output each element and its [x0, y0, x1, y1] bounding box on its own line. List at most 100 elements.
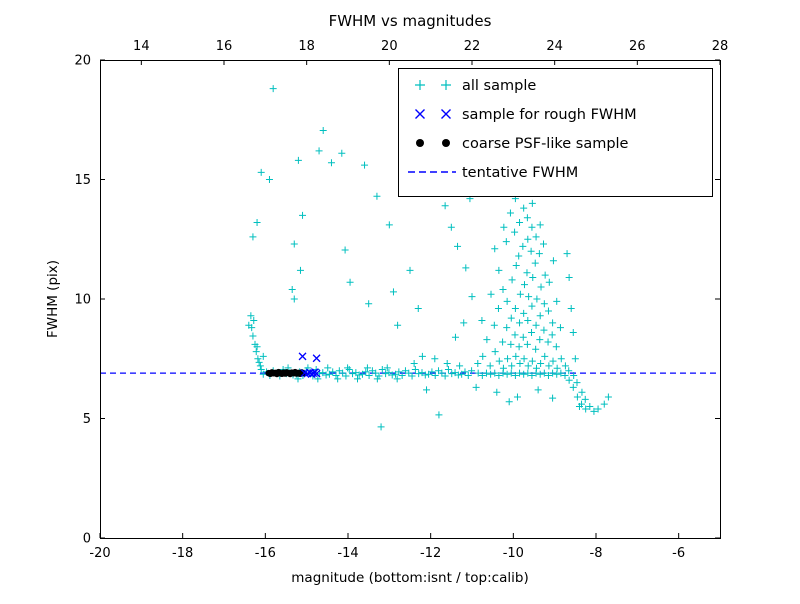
plus-marker — [516, 360, 524, 368]
plus-marker — [536, 370, 544, 378]
plus-marker — [253, 343, 261, 351]
legend: all sample sample for rough FWHM coarse … — [398, 68, 713, 197]
plus-marker — [536, 312, 544, 320]
plus-marker — [315, 147, 323, 155]
plus-marker — [503, 324, 511, 332]
plus-marker — [294, 156, 302, 164]
plus-marker — [565, 376, 573, 384]
plus-marker — [327, 159, 335, 167]
plus-marker — [290, 295, 298, 303]
plus-marker — [410, 360, 418, 368]
plus-marker — [523, 269, 531, 277]
plus-marker — [594, 405, 602, 413]
plus-marker — [332, 371, 340, 379]
plus-marker — [534, 386, 542, 394]
plus-marker — [557, 355, 565, 363]
plus-marker — [528, 302, 536, 310]
circle-marker — [416, 139, 424, 147]
plus-marker — [525, 293, 533, 301]
plus-marker — [575, 403, 583, 411]
plus-marker — [581, 395, 589, 403]
plus-marker — [520, 309, 528, 317]
plus-marker — [345, 366, 353, 374]
plus-marker — [454, 242, 462, 250]
plus-marker — [257, 168, 265, 176]
legend-box — [398, 68, 713, 197]
plus-marker — [441, 202, 449, 210]
plus-marker — [447, 223, 455, 231]
plus-marker — [314, 375, 322, 383]
plus-marker — [563, 250, 571, 258]
plus-marker — [252, 348, 260, 356]
circle-marker — [442, 139, 450, 147]
plus-marker — [491, 369, 499, 377]
legend-label-coarse-psf: coarse PSF-like sample — [462, 136, 629, 152]
plus-marker — [540, 369, 548, 377]
plus-marker — [499, 364, 507, 372]
plus-marker — [516, 369, 524, 377]
plus-marker — [537, 283, 545, 291]
x-marker — [298, 352, 307, 361]
plus-marker — [474, 369, 482, 377]
tick-label: -10 — [503, 546, 524, 561]
plus-marker — [553, 297, 561, 305]
plus-marker — [355, 371, 363, 379]
plus-marker — [288, 285, 296, 293]
legend-markers — [408, 80, 456, 173]
plus-marker — [540, 240, 548, 248]
plus-marker — [511, 305, 519, 313]
tick-label: -14 — [337, 546, 358, 561]
plus-marker — [472, 383, 480, 391]
plus-marker — [398, 371, 406, 379]
plus-marker — [415, 370, 423, 378]
plus-marker — [516, 290, 524, 298]
plus-marker — [443, 360, 451, 368]
tick-label: 20 — [74, 54, 91, 69]
plus-marker — [511, 228, 519, 236]
plus-marker — [253, 219, 261, 227]
plus-marker — [456, 362, 464, 370]
plus-marker — [393, 375, 401, 383]
plus-marker — [411, 366, 419, 374]
plus-marker — [499, 338, 507, 346]
plus-marker — [493, 388, 501, 396]
plus-marker — [528, 371, 536, 379]
plus-marker — [372, 369, 380, 377]
plus-marker — [444, 366, 452, 374]
plus-marker — [540, 300, 548, 308]
plus-marker — [535, 250, 543, 258]
plus-marker — [494, 305, 502, 313]
x-marker — [312, 354, 321, 363]
plus-marker — [341, 246, 349, 254]
plus-marker — [365, 300, 373, 308]
plus-marker — [394, 321, 402, 329]
plus-marker — [490, 321, 498, 329]
legend-label-rough-fwhm: sample for rough FWHM — [462, 107, 637, 123]
tick-label: 24 — [546, 39, 563, 54]
plus-marker — [544, 338, 552, 346]
plus-marker — [421, 371, 429, 379]
plus-marker — [520, 204, 528, 212]
plus-marker — [329, 368, 337, 376]
plus-marker — [508, 276, 516, 284]
plus-marker — [511, 331, 519, 339]
plus-marker — [395, 368, 403, 376]
plus-marker — [571, 355, 579, 363]
plus-marker — [363, 364, 371, 372]
plus-marker — [423, 386, 431, 394]
plus-marker — [377, 423, 385, 431]
plus-marker — [362, 368, 370, 376]
plus-marker — [495, 371, 503, 379]
plus-marker — [507, 340, 515, 348]
tick-label: 14 — [133, 39, 150, 54]
plus-marker — [523, 340, 531, 348]
plus-marker — [454, 371, 462, 379]
x-marker — [312, 369, 321, 378]
tick-label: 16 — [216, 39, 233, 54]
plus-marker — [486, 362, 494, 370]
plus-marker — [528, 223, 536, 231]
plus-marker — [491, 348, 499, 356]
plus-marker — [418, 352, 426, 360]
plus-marker — [570, 371, 578, 379]
plus-marker — [549, 319, 557, 327]
